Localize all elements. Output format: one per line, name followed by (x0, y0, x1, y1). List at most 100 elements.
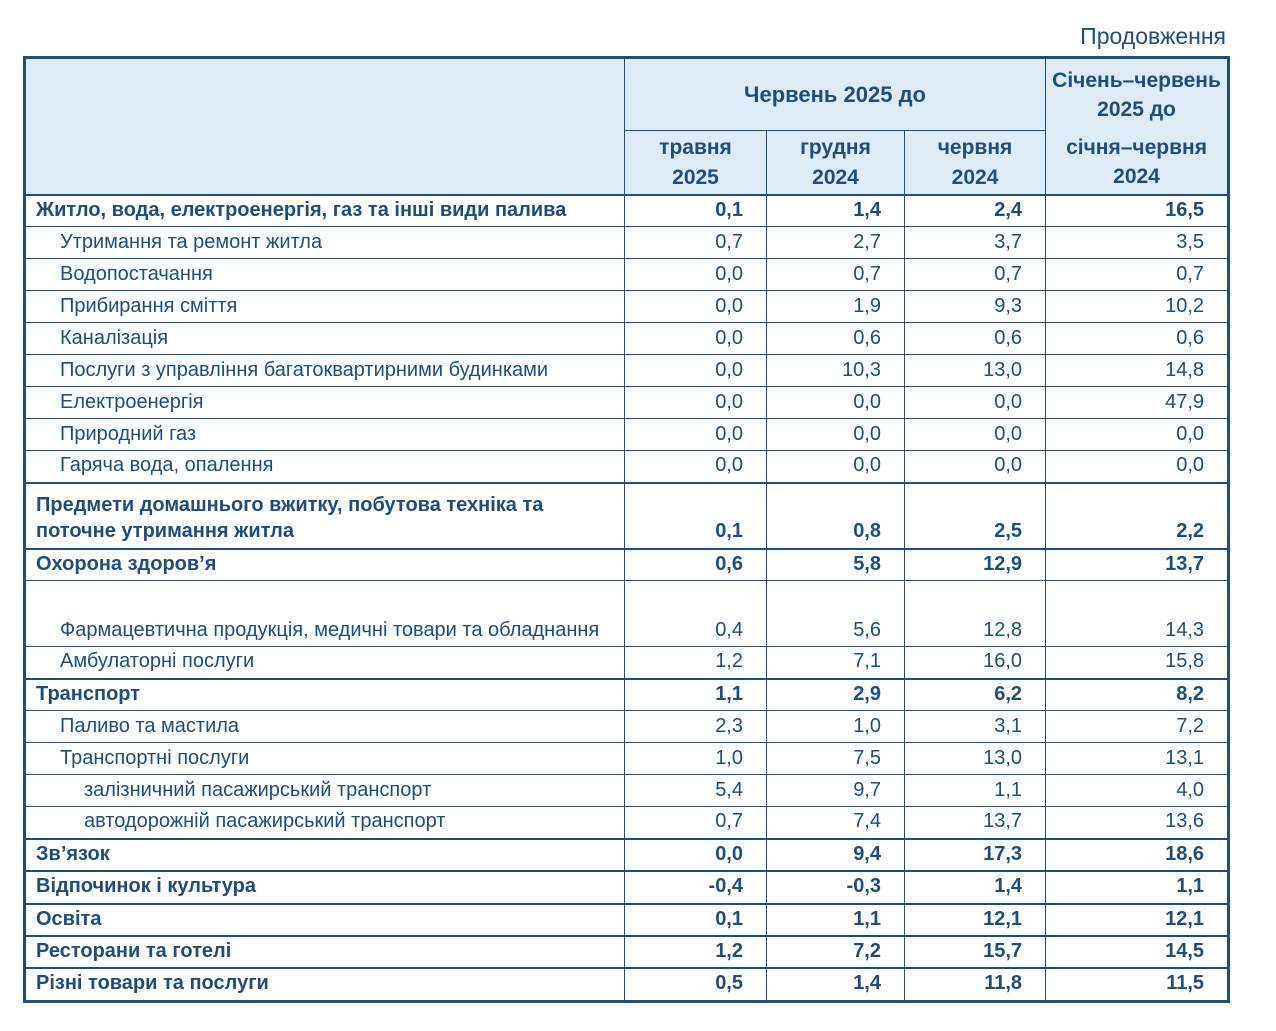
value-cell: 0,1 (624, 902, 767, 937)
category-cell: Каналізація (24, 322, 625, 356)
value-cell: 0,6 (903, 322, 1047, 356)
col-header-may-2025: травня 2025 (624, 130, 767, 196)
category-cell: Природний газ (24, 418, 625, 452)
value-cell: 13,1 (1045, 742, 1230, 776)
value-cell: 0,7 (624, 226, 767, 260)
value-cell: 2,3 (624, 710, 767, 744)
value-cell: 1,1 (624, 677, 767, 712)
value-cell: 0,7 (903, 258, 1047, 292)
value-cell: 4,0 (1045, 774, 1230, 808)
value-cell: 2,2 (1045, 481, 1230, 550)
value-cell: 3,1 (903, 710, 1047, 744)
value-cell: 12,9 (903, 547, 1047, 582)
value-cell: 13,7 (903, 806, 1047, 840)
value-cell: 1,2 (624, 646, 767, 680)
value-cell: 15,7 (903, 934, 1047, 969)
category-column-header (24, 57, 625, 196)
group-column-header: Червень 2025 до (623, 57, 1047, 132)
table-header: Червень 2025 до Січень–червень 2025 до с… (24, 57, 1230, 196)
table-row: Ресторани та готелі 1,2 7,2 15,7 14,5 (24, 934, 1230, 969)
category-cell: Транспортні послуги (24, 742, 625, 776)
table-row: Відпочинок і культура -0,4 -0,3 1,4 1,1 (24, 870, 1230, 905)
table-row: Охорона здоров’я 0,6 5,8 12,9 13,7 (24, 547, 1230, 582)
table-row: Каналізація 0,0 0,6 0,6 0,6 (24, 322, 1230, 356)
category-cell: Паливо та мастила (24, 710, 625, 744)
table-row: Утримання та ремонт житла 0,7 2,7 3,7 3,5 (24, 226, 1230, 260)
value-cell: 0,1 (624, 193, 767, 228)
value-cell: 0,7 (1045, 258, 1230, 292)
value-cell: 5,8 (766, 547, 905, 582)
table-row: Освіта 0,1 1,1 12,1 12,1 (24, 902, 1230, 937)
value-cell: 1,2 (624, 934, 767, 969)
col-header-year: 2024 (812, 165, 859, 189)
value-cell: 0,6 (766, 322, 905, 356)
value-cell: 0,7 (766, 258, 905, 292)
value-cell: 0,0 (624, 258, 767, 292)
value-cell: 1,1 (766, 902, 905, 937)
value-cell: 14,3 (1045, 580, 1230, 648)
value-cell: 5,6 (766, 580, 905, 648)
value-cell: 10,3 (766, 354, 905, 388)
category-cell: Відпочинок і культура (24, 870, 625, 905)
value-cell: 0,0 (766, 418, 905, 452)
table-row: залізничний пасажирський транспорт 5,4 9,7… (24, 774, 1230, 808)
value-cell: 2,9 (766, 677, 905, 712)
period-column-header: Січень–червень 2025 до січня–червня 2024 (1045, 57, 1230, 196)
table-row: Прибирання сміття 0,0 1,9 9,3 10,2 (24, 290, 1230, 324)
value-cell: 16,5 (1045, 193, 1230, 228)
value-cell: 12,1 (903, 902, 1047, 937)
category-cell: Утримання та ремонт житла (24, 226, 625, 260)
value-cell: 0,0 (903, 386, 1047, 420)
category-cell: Ресторани та готелі (24, 934, 625, 969)
table-row: Різні товари та послуги 0,5 1,4 11,8 11,5 (24, 967, 1230, 1002)
col-header-month: травня (659, 136, 732, 160)
value-cell: 1,4 (766, 193, 905, 228)
value-cell: 3,7 (903, 226, 1047, 260)
value-cell: 14,8 (1045, 354, 1230, 388)
value-cell: 0,0 (1045, 450, 1230, 484)
category-cell: Фармацевтична продукція, медичні товари … (24, 580, 625, 648)
value-cell: 9,4 (766, 837, 905, 872)
value-cell: 1,1 (1045, 870, 1230, 905)
category-cell: Амбулаторні послуги (24, 646, 625, 680)
category-cell: Житло, вода, електроенергія, газ та інші… (24, 193, 625, 228)
value-cell: 2,7 (766, 226, 905, 260)
value-cell: 0,0 (624, 418, 767, 452)
table-body: Житло, вода, електроенергія, газ та інші… (24, 193, 1230, 1002)
category-cell: Послуги з управління багатоквартирними б… (24, 354, 625, 388)
table-row: Транспорт 1,1 2,9 6,2 8,2 (24, 677, 1230, 712)
table-row: Житло, вода, електроенергія, газ та інші… (24, 193, 1230, 228)
period-header-line1: Січень–червень 2025 до (1052, 69, 1221, 121)
table-row: Амбулаторні послуги 1,2 7,1 16,0 15,8 (24, 646, 1230, 680)
value-cell: -0,3 (766, 870, 905, 905)
value-cell: 1,1 (903, 774, 1047, 808)
value-cell: 3,5 (1045, 226, 1230, 260)
value-cell: 0,0 (766, 386, 905, 420)
value-cell: 9,7 (766, 774, 905, 808)
table-row: Зв’язок 0,0 9,4 17,3 18,6 (24, 837, 1230, 872)
table-row: Електроенергія 0,0 0,0 0,0 47,9 (24, 386, 1230, 420)
table-row: Гаряча вода, опалення 0,0 0,0 0,0 0,0 (24, 450, 1230, 484)
value-cell: 10,2 (1045, 290, 1230, 324)
cpi-table: Червень 2025 до Січень–червень 2025 до с… (23, 56, 1231, 1003)
value-cell: 8,2 (1045, 677, 1230, 712)
value-cell: 0,0 (903, 450, 1047, 484)
header-row-group: Червень 2025 до Січень–червень 2025 до с… (24, 57, 1230, 196)
value-cell: 12,8 (903, 580, 1047, 648)
value-cell: 0,0 (766, 450, 905, 484)
table-row: Предмети домашнього вжитку, побутова тех… (24, 481, 1230, 550)
value-cell: 1,0 (624, 742, 767, 776)
value-cell: 0,7 (624, 806, 767, 840)
value-cell: 7,2 (766, 934, 905, 969)
value-cell: 0,4 (624, 580, 767, 648)
value-cell: 0,0 (624, 354, 767, 388)
value-cell: 7,5 (766, 742, 905, 776)
category-cell: Транспорт (24, 677, 625, 712)
value-cell: 1,0 (766, 710, 905, 744)
value-cell: 13,6 (1045, 806, 1230, 840)
value-cell: 6,2 (903, 677, 1047, 712)
col-header-month: червня (937, 136, 1013, 160)
period-header-line2: січня–червня 2024 (1066, 136, 1207, 188)
value-cell: 7,1 (766, 646, 905, 680)
